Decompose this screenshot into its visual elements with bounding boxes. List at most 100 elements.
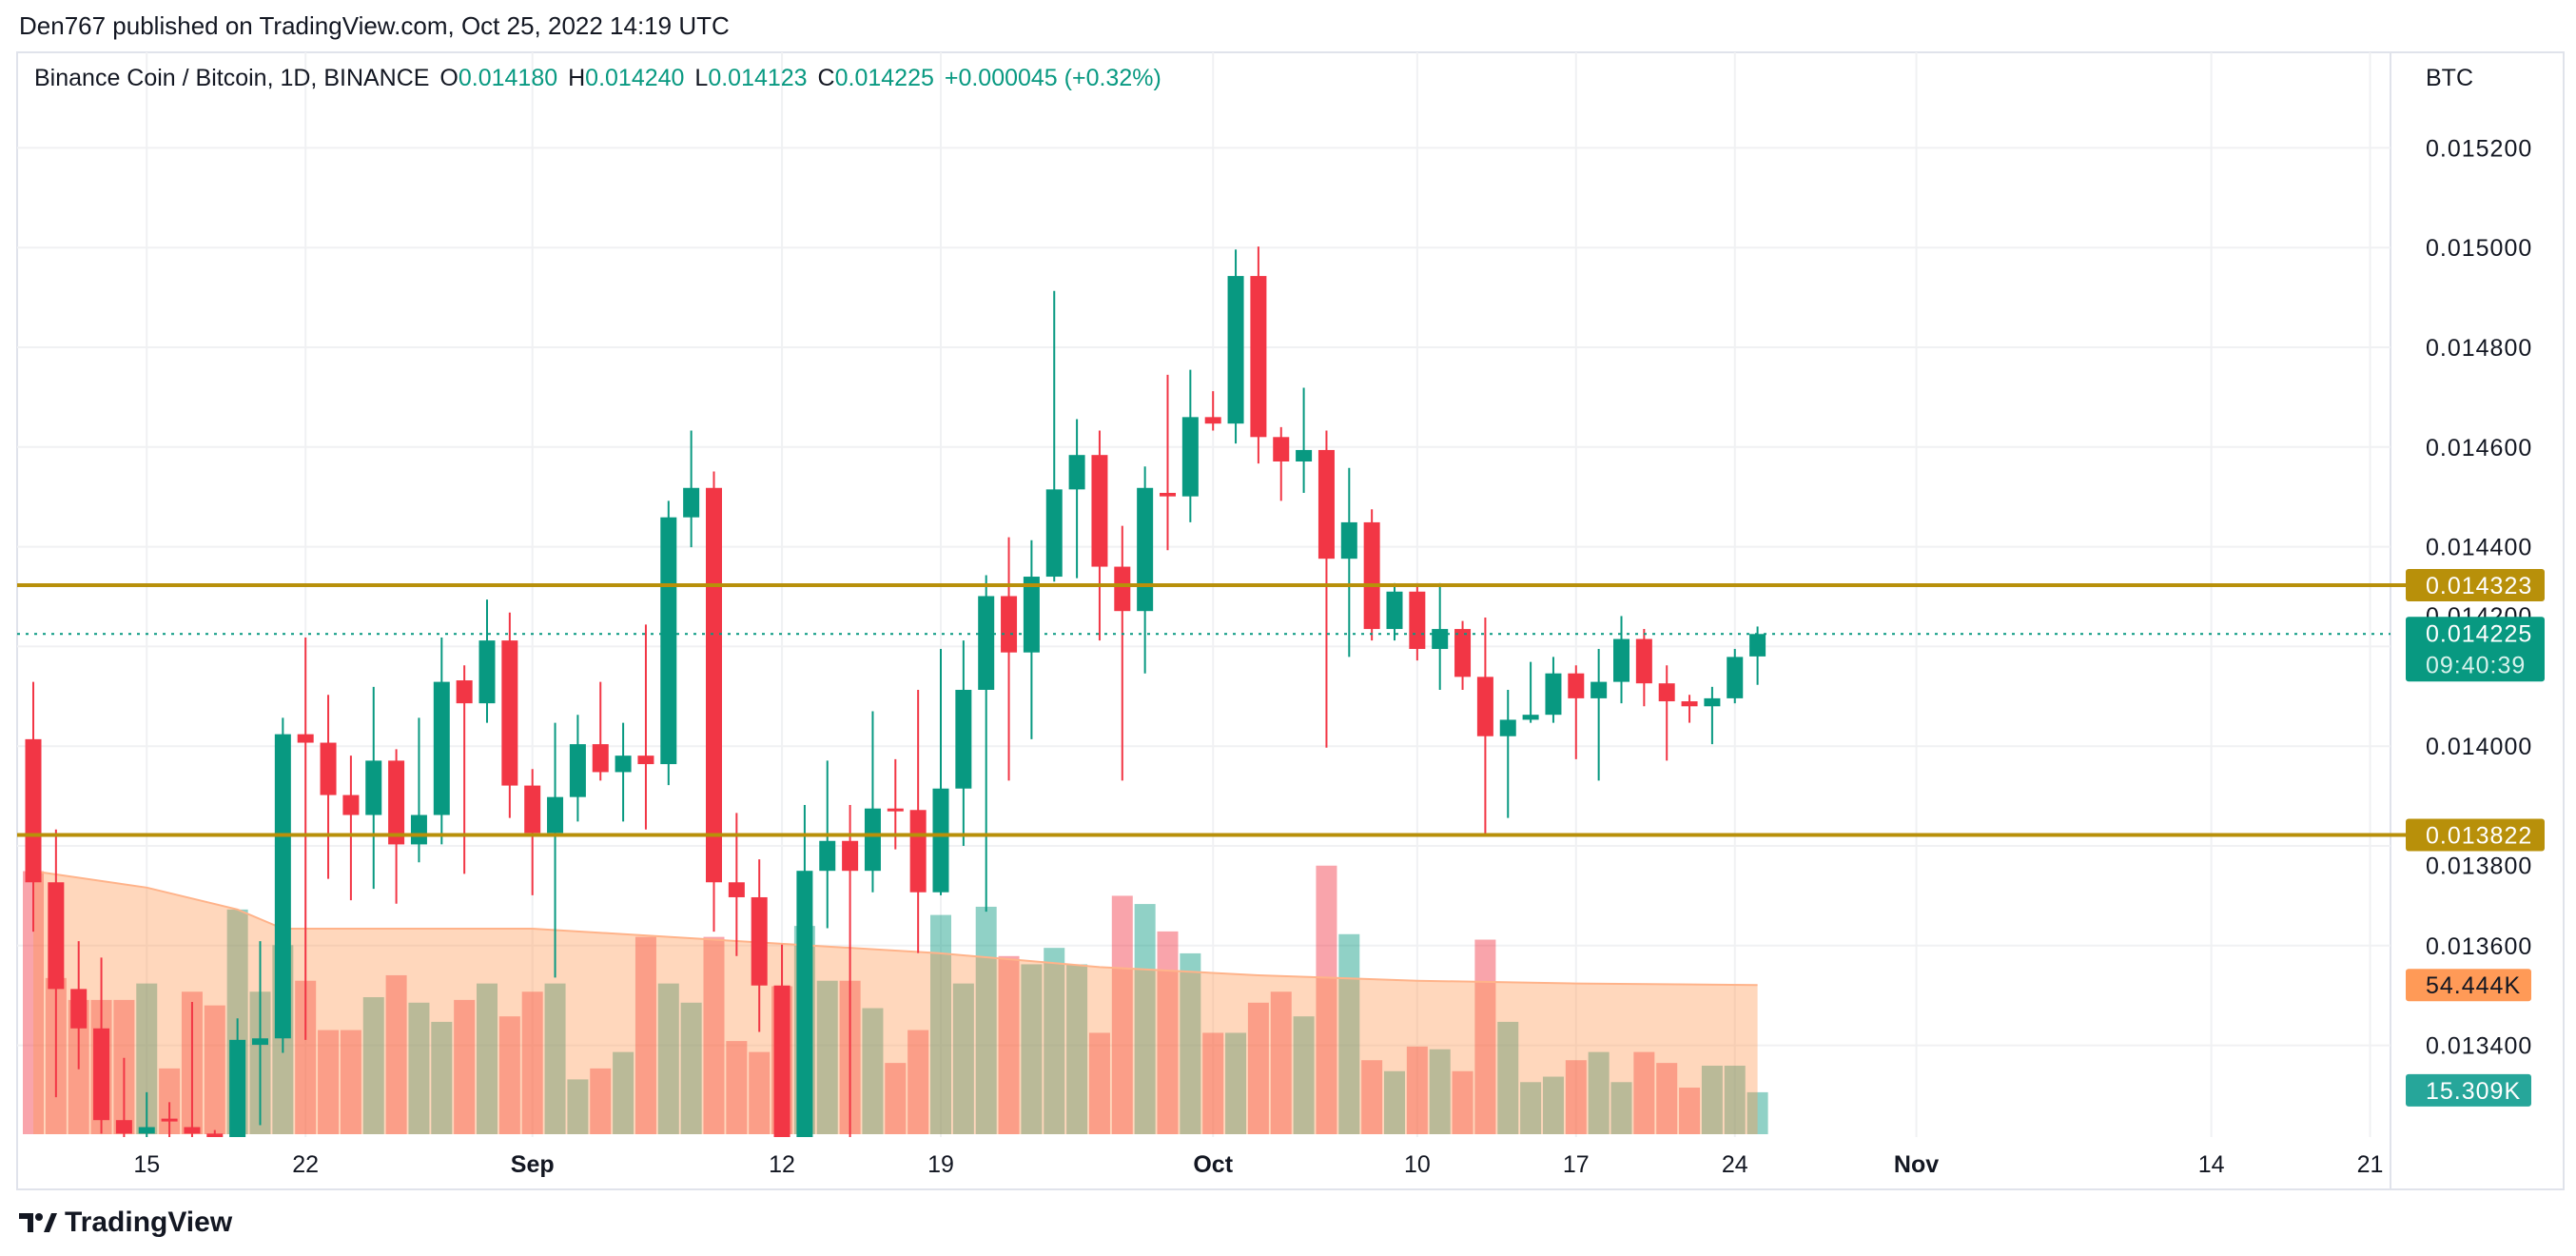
- candle-body: [501, 640, 518, 786]
- volume-bar: [23, 871, 44, 1134]
- candle-body: [592, 744, 609, 773]
- symbol-legend: Binance Coin / Bitcoin, 1D, BINANCE O0.0…: [34, 65, 1165, 92]
- volume-bar: [340, 1030, 361, 1134]
- candle-body: [1227, 276, 1244, 424]
- volume-bar: [885, 1063, 907, 1134]
- y-tick-label: 0.013600: [2426, 933, 2532, 960]
- x-tick-label: 22: [292, 1151, 319, 1178]
- plot-area: [23, 246, 1768, 1137]
- tradingview-logo[interactable]: TradingView: [19, 1207, 232, 1239]
- volume-bar: [1180, 952, 1201, 1134]
- volume-bar: [1044, 948, 1065, 1134]
- y-tick-label: 0.014400: [2426, 535, 2532, 561]
- candle-body: [1160, 493, 1176, 497]
- candle-body: [388, 760, 405, 845]
- volume-bar: [1384, 1070, 1405, 1134]
- candle-body: [1454, 629, 1472, 677]
- candle-body: [1522, 715, 1539, 720]
- candle-body: [773, 985, 790, 1137]
- x-tick-label: 15: [133, 1151, 160, 1178]
- volume-bar: [318, 1030, 340, 1134]
- volume-bar: [477, 983, 498, 1134]
- volume-bar: [998, 955, 1020, 1134]
- candle-body: [1340, 521, 1357, 559]
- x-tick-label: 14: [2198, 1151, 2225, 1178]
- volume-ma-label: 54.444K: [2426, 972, 2521, 999]
- candle-body: [751, 896, 768, 986]
- open-label: O: [439, 65, 459, 91]
- x-tick-label: 19: [927, 1151, 954, 1178]
- close-label: C: [817, 65, 835, 91]
- volume-bar: [1610, 1082, 1632, 1134]
- candle-body: [1613, 638, 1630, 682]
- y-tick-label: 0.013800: [2426, 853, 2532, 879]
- last-price-tag: [2406, 617, 2545, 682]
- candle-body: [1432, 629, 1449, 650]
- x-tick-label: 21: [2357, 1151, 2384, 1178]
- volume-bar: [590, 1068, 612, 1134]
- brand-name: TradingView: [65, 1207, 233, 1238]
- candle-body: [1296, 449, 1313, 461]
- candle-body: [1273, 437, 1290, 461]
- volume-bar: [907, 1030, 929, 1134]
- volume-bar: [634, 936, 656, 1134]
- volume-bar: [816, 980, 838, 1134]
- candle-body: [1704, 697, 1721, 707]
- volume-bar: [1202, 1032, 1224, 1134]
- candle-body: [1363, 521, 1380, 630]
- candle-body: [796, 871, 813, 1137]
- volume-tag: [2406, 1073, 2531, 1107]
- volume-bar: [1565, 1060, 1587, 1134]
- candle-body: [1068, 455, 1085, 490]
- level-price-tag: [2406, 818, 2545, 852]
- candle-body: [1001, 596, 1018, 653]
- last-price-label: 0.014225: [2426, 620, 2532, 647]
- volume-bar: [726, 1041, 748, 1134]
- volume-bar: [408, 1002, 430, 1134]
- volume-bar: [930, 914, 951, 1134]
- level-price-label: 0.013822: [2426, 822, 2532, 849]
- candle-body: [161, 1118, 178, 1122]
- candle-body: [1749, 634, 1766, 657]
- candle-body: [297, 734, 314, 743]
- candle-body: [184, 1127, 201, 1134]
- volume-bar: [136, 983, 158, 1134]
- candle-body: [1386, 591, 1403, 630]
- volume-bar: [1338, 933, 1360, 1134]
- currency-label: BTC: [2426, 65, 2473, 91]
- volume-bar: [613, 1051, 634, 1134]
- candle-body: [660, 517, 677, 765]
- candle-body: [728, 882, 745, 897]
- symbol-name[interactable]: Binance Coin / Bitcoin, 1D, BINANCE: [34, 65, 430, 91]
- candle-body: [524, 785, 541, 834]
- x-tick-label: 10: [1404, 1151, 1431, 1178]
- volume-bar: [454, 999, 476, 1134]
- volume-ma-line: [32, 870, 1758, 987]
- volume-bar: [1157, 931, 1179, 1134]
- candle-body: [365, 760, 382, 815]
- candle-body: [1476, 677, 1493, 736]
- y-tick-label: 0.013400: [2426, 1033, 2532, 1060]
- volume-bar: [1111, 895, 1133, 1134]
- volume-bar: [1066, 964, 1088, 1134]
- volume-bar: [1293, 1016, 1315, 1134]
- candle-body: [1568, 673, 1585, 698]
- volume-bar: [1656, 1063, 1678, 1134]
- volume-bar: [1542, 1076, 1564, 1134]
- volume-bar: [521, 991, 543, 1134]
- high-label: H: [568, 65, 586, 91]
- candle-body: [706, 487, 722, 883]
- volume-bar: [1225, 1032, 1247, 1134]
- volume-bar: [1361, 1060, 1383, 1134]
- level-price-tag: [2406, 568, 2545, 601]
- candle-body: [70, 989, 88, 1029]
- volume-bar: [1474, 939, 1496, 1134]
- candle-body: [93, 1028, 110, 1121]
- volume-bar: [1452, 1070, 1473, 1134]
- x-tick-label: Sep: [511, 1151, 555, 1178]
- candle-body: [819, 840, 836, 872]
- candle-body: [1250, 276, 1267, 438]
- candle-body: [547, 796, 564, 834]
- volume-bar: [657, 983, 679, 1134]
